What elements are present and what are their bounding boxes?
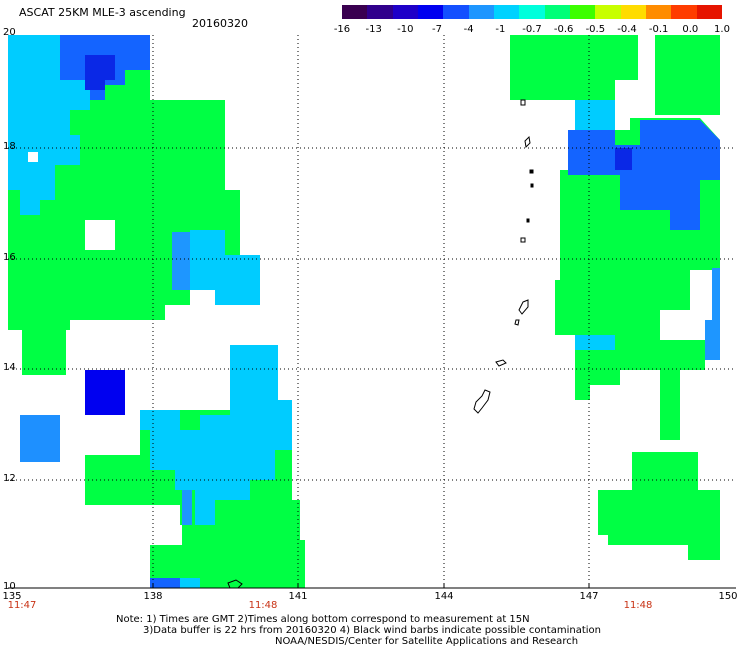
swath-right-se-green: [598, 452, 720, 560]
note-line-3: NOAA/NESDIS/Center for Satellite Applica…: [275, 636, 579, 647]
colorbar-segment: [671, 5, 697, 19]
colorbar-segment: [443, 5, 469, 19]
colorbar-tick-label: -0.6: [553, 24, 574, 35]
swath-right-blue: [568, 120, 720, 230]
lon-label-138: 138: [143, 591, 163, 602]
swath-lower-sky: [182, 490, 192, 525]
colorbar-segment: [620, 5, 646, 19]
colorbar-tick-label: -1: [495, 24, 506, 35]
lon-label-144: 144: [434, 591, 454, 602]
time-label-right: 11:48: [623, 600, 653, 611]
island-rota: [495, 359, 507, 367]
lon-label-141: 141: [288, 591, 308, 602]
colorbar-segment: [468, 5, 494, 19]
colorbar-tick-label: 1.0: [714, 24, 730, 35]
colorbar-tick-label: -0.4: [617, 24, 637, 35]
lat-label-12: 12: [3, 473, 16, 484]
swath-lower-cyan: [140, 345, 292, 525]
colorbar-segment: [645, 5, 672, 19]
colorbar-tick-label: 0.0: [682, 24, 699, 35]
island-tinian: [514, 319, 520, 326]
cell-sky-blue: [20, 415, 60, 462]
colorbar-tick-label: -13: [365, 24, 382, 35]
colorbar-segment: [392, 5, 418, 19]
island-pagan: [524, 135, 531, 149]
swath-lower-bottom-cyan: [180, 578, 200, 588]
lat-label-10: 10: [3, 581, 16, 592]
swath-left-deep-blue: [85, 55, 115, 90]
island-sarigan: [526, 218, 530, 223]
island-alamagan: [530, 183, 534, 188]
colorbar-segment: [569, 5, 596, 19]
swath-left-hole: [85, 220, 115, 250]
swath-right-sky-edge: [705, 268, 720, 360]
colorbar-tick-label: -7: [432, 24, 442, 35]
lat-lon-grid: [8, 35, 736, 588]
swath-left-cyan-east: [190, 230, 260, 305]
lon-label-147: 147: [579, 591, 599, 602]
swath-right-north-green: [510, 35, 638, 105]
island-agrihan: [529, 169, 534, 174]
lon-label-150: 150: [718, 591, 738, 602]
colorbar-tick-label: -4: [463, 24, 474, 35]
colorbar-segment: [417, 5, 444, 19]
note-line-2: 3)Data buffer is 22 hrs from 20160320 4)…: [143, 625, 601, 636]
swath-right-cyan-top: [575, 100, 615, 130]
lat-label-20: 20: [3, 27, 16, 38]
island-guam: [473, 389, 491, 414]
colorbar-segment: [696, 5, 722, 19]
colorbar: [342, 5, 722, 19]
island-anatahan: [520, 237, 526, 243]
island-maug: [520, 99, 526, 106]
colorbar-tick-label: -16: [333, 24, 351, 35]
lat-label-18: 18: [3, 141, 16, 152]
lat-label-16: 16: [3, 252, 16, 263]
swath-right-ne-green: [655, 35, 720, 115]
time-label-center: 11:48: [248, 600, 278, 611]
colorbar-segment: [367, 5, 393, 19]
colorbar-tick-label: -0.1: [648, 24, 669, 35]
colorbar-segment: [342, 5, 368, 19]
swath-lower-bottom-blue: [150, 578, 180, 588]
colorbar-segment: [595, 5, 621, 19]
time-label-left: 11:47: [7, 600, 37, 611]
swath-right-cyan-band: [575, 335, 615, 350]
swath-left-sky-east: [172, 232, 190, 290]
swath-right-deep-blue: [615, 148, 632, 170]
colorbar-segment: [493, 5, 520, 19]
cell-deep-blue: [85, 370, 125, 415]
map-date: 20160320: [192, 17, 248, 30]
wind-data-swaths: [8, 35, 720, 588]
map-title: ASCAT 25KM MLE-3 ascending: [19, 6, 186, 19]
note-line-1: Note: 1) Times are GMT 2)Times along bot…: [116, 614, 530, 625]
island-saipan: [518, 299, 529, 315]
colorbar-tick-label: -0.5: [585, 24, 606, 35]
colorbar-tick-label: -10: [397, 24, 414, 35]
island-outlines: [227, 99, 534, 589]
colorbar-segment: [544, 5, 570, 19]
colorbar-segment: [519, 5, 545, 19]
bottom-axis-ticks: [152, 584, 590, 588]
swath-left-hole-2: [28, 152, 38, 162]
island-bottom: [227, 579, 243, 589]
lon-label-135: 135: [2, 591, 22, 602]
colorbar-tick-label: -0.7: [522, 24, 542, 35]
lat-label-14: 14: [3, 362, 16, 373]
